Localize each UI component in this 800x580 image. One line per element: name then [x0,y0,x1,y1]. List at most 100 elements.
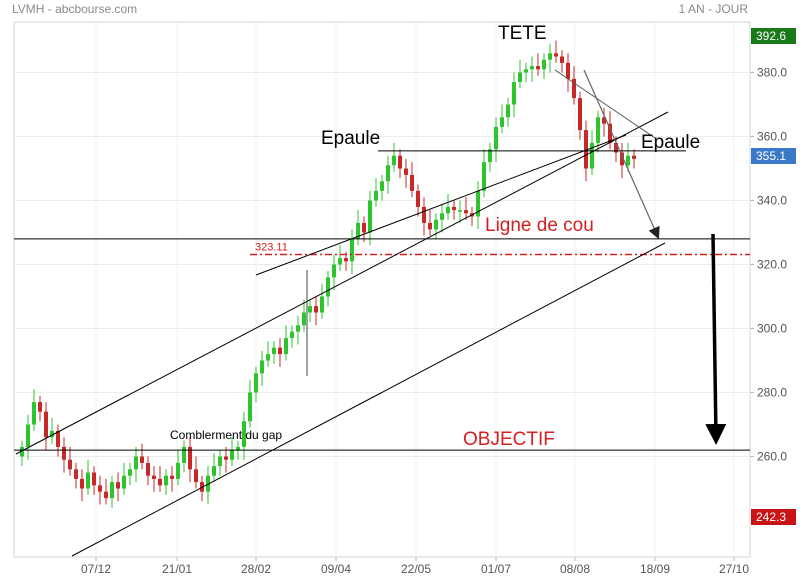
candle-body [104,491,108,499]
right-shoulder-label: Epaule [641,132,700,153]
candle-body [134,456,138,470]
candle-body [404,168,408,175]
candle-body [38,402,42,412]
candles [20,40,636,508]
candle-body [614,142,618,153]
candle-body [248,392,252,422]
candle-body [272,347,276,355]
candle-body [236,446,240,451]
candle-body [260,360,264,374]
candle-body [524,69,528,73]
head-downtrend-line [554,69,656,139]
candle-body [548,53,552,60]
y-tick-label: 380.0 [757,66,787,80]
y-axis: 260.0 280.0 300.0 320.0 340.0 360.0 380.0 [750,66,787,464]
candle-body [128,469,132,476]
gap-fill-label: Comblerment du gap [170,428,282,442]
candle-body [314,306,318,313]
candle-body [56,430,60,447]
candle-body [518,72,522,83]
x-tick-label: 22/05 [401,562,431,576]
candle-body [278,347,282,355]
candle-body [590,142,594,169]
candle-body [578,98,582,131]
candle-body [170,475,174,479]
projection-arrow [583,69,660,240]
y-tick-label: 280.0 [757,386,787,400]
x-tick-label: 08/08 [560,562,590,576]
candle-body [368,200,372,233]
candle-body [446,206,450,214]
candle-body [464,210,468,214]
candle-body [44,411,48,438]
candle-body [188,446,192,470]
candle-body [584,130,588,169]
candle-body [284,338,288,355]
high-price-badge: 392.6 [751,28,796,44]
candle-body [194,469,198,483]
pattern-overlay: 323.11 TETE Epaule Epaule Ligne de cou OBJECT… [14,23,750,557]
candle-body [626,155,630,166]
candle-body [620,152,624,166]
candle-body [116,482,120,489]
candle-body [164,475,168,486]
candle-body [344,258,348,262]
badge-bg [751,509,796,525]
objective-arrow [705,233,727,445]
candle-body [92,472,96,486]
head-label: TETE [498,23,547,44]
candle-body [110,482,114,499]
candle-body [122,475,126,489]
x-tick-label: 28/02 [241,562,271,576]
candle-body [308,306,312,313]
candle-body [494,126,498,150]
candle-body [158,478,162,486]
y-tick-label: 360.0 [757,130,787,144]
candle-body [530,66,534,70]
candle-body [338,258,342,265]
candle-body [146,462,150,476]
badge-text: 355.1 [756,149,786,163]
candle-body [422,206,426,223]
candle-body [332,264,336,278]
x-tick-label: 18/09 [640,562,670,576]
candle-body [506,104,510,118]
candle-body [32,402,36,425]
candle-body [482,162,486,191]
candle-body [386,165,390,182]
candle-body [536,66,540,70]
y-tick-label: 320.0 [757,258,787,272]
price-badges: 392.6 355.1 242.3 [751,28,796,525]
candle-body [392,155,396,166]
candle-body [50,430,54,438]
badge-text: 242.3 [756,510,786,524]
x-tick-label: 07/12 [81,562,111,576]
left-shoulder-label: Epaule [321,128,380,149]
candle-body [326,277,330,297]
neckline-label: Ligne de cou [485,215,594,236]
candle-body [230,450,234,460]
low-price-badge: 242.3 [751,509,796,525]
candle-body [566,62,570,79]
candle-body [320,296,324,313]
x-tick-label: 27/10 [719,562,749,576]
candle-body [380,181,384,191]
candle-body [452,206,456,211]
candle-body [224,456,228,460]
x-axis: 07/12 21/01 28/02 09/04 22/05 01/07 08/08 18/09… [81,557,749,576]
candle-body [434,219,438,230]
chart-period: 1 AN - JOUR [678,2,748,16]
candle-body [410,174,414,191]
candle-body [500,117,504,127]
candle-body [176,462,180,479]
badge-bg [751,28,796,44]
candle-body [74,469,78,479]
candle-body [560,56,564,63]
candle-body [26,424,30,447]
candle-body [218,456,222,467]
x-tick-label: 21/01 [162,562,192,576]
candle-body [428,222,432,230]
candle-body [20,446,24,457]
candle-body [554,53,558,57]
